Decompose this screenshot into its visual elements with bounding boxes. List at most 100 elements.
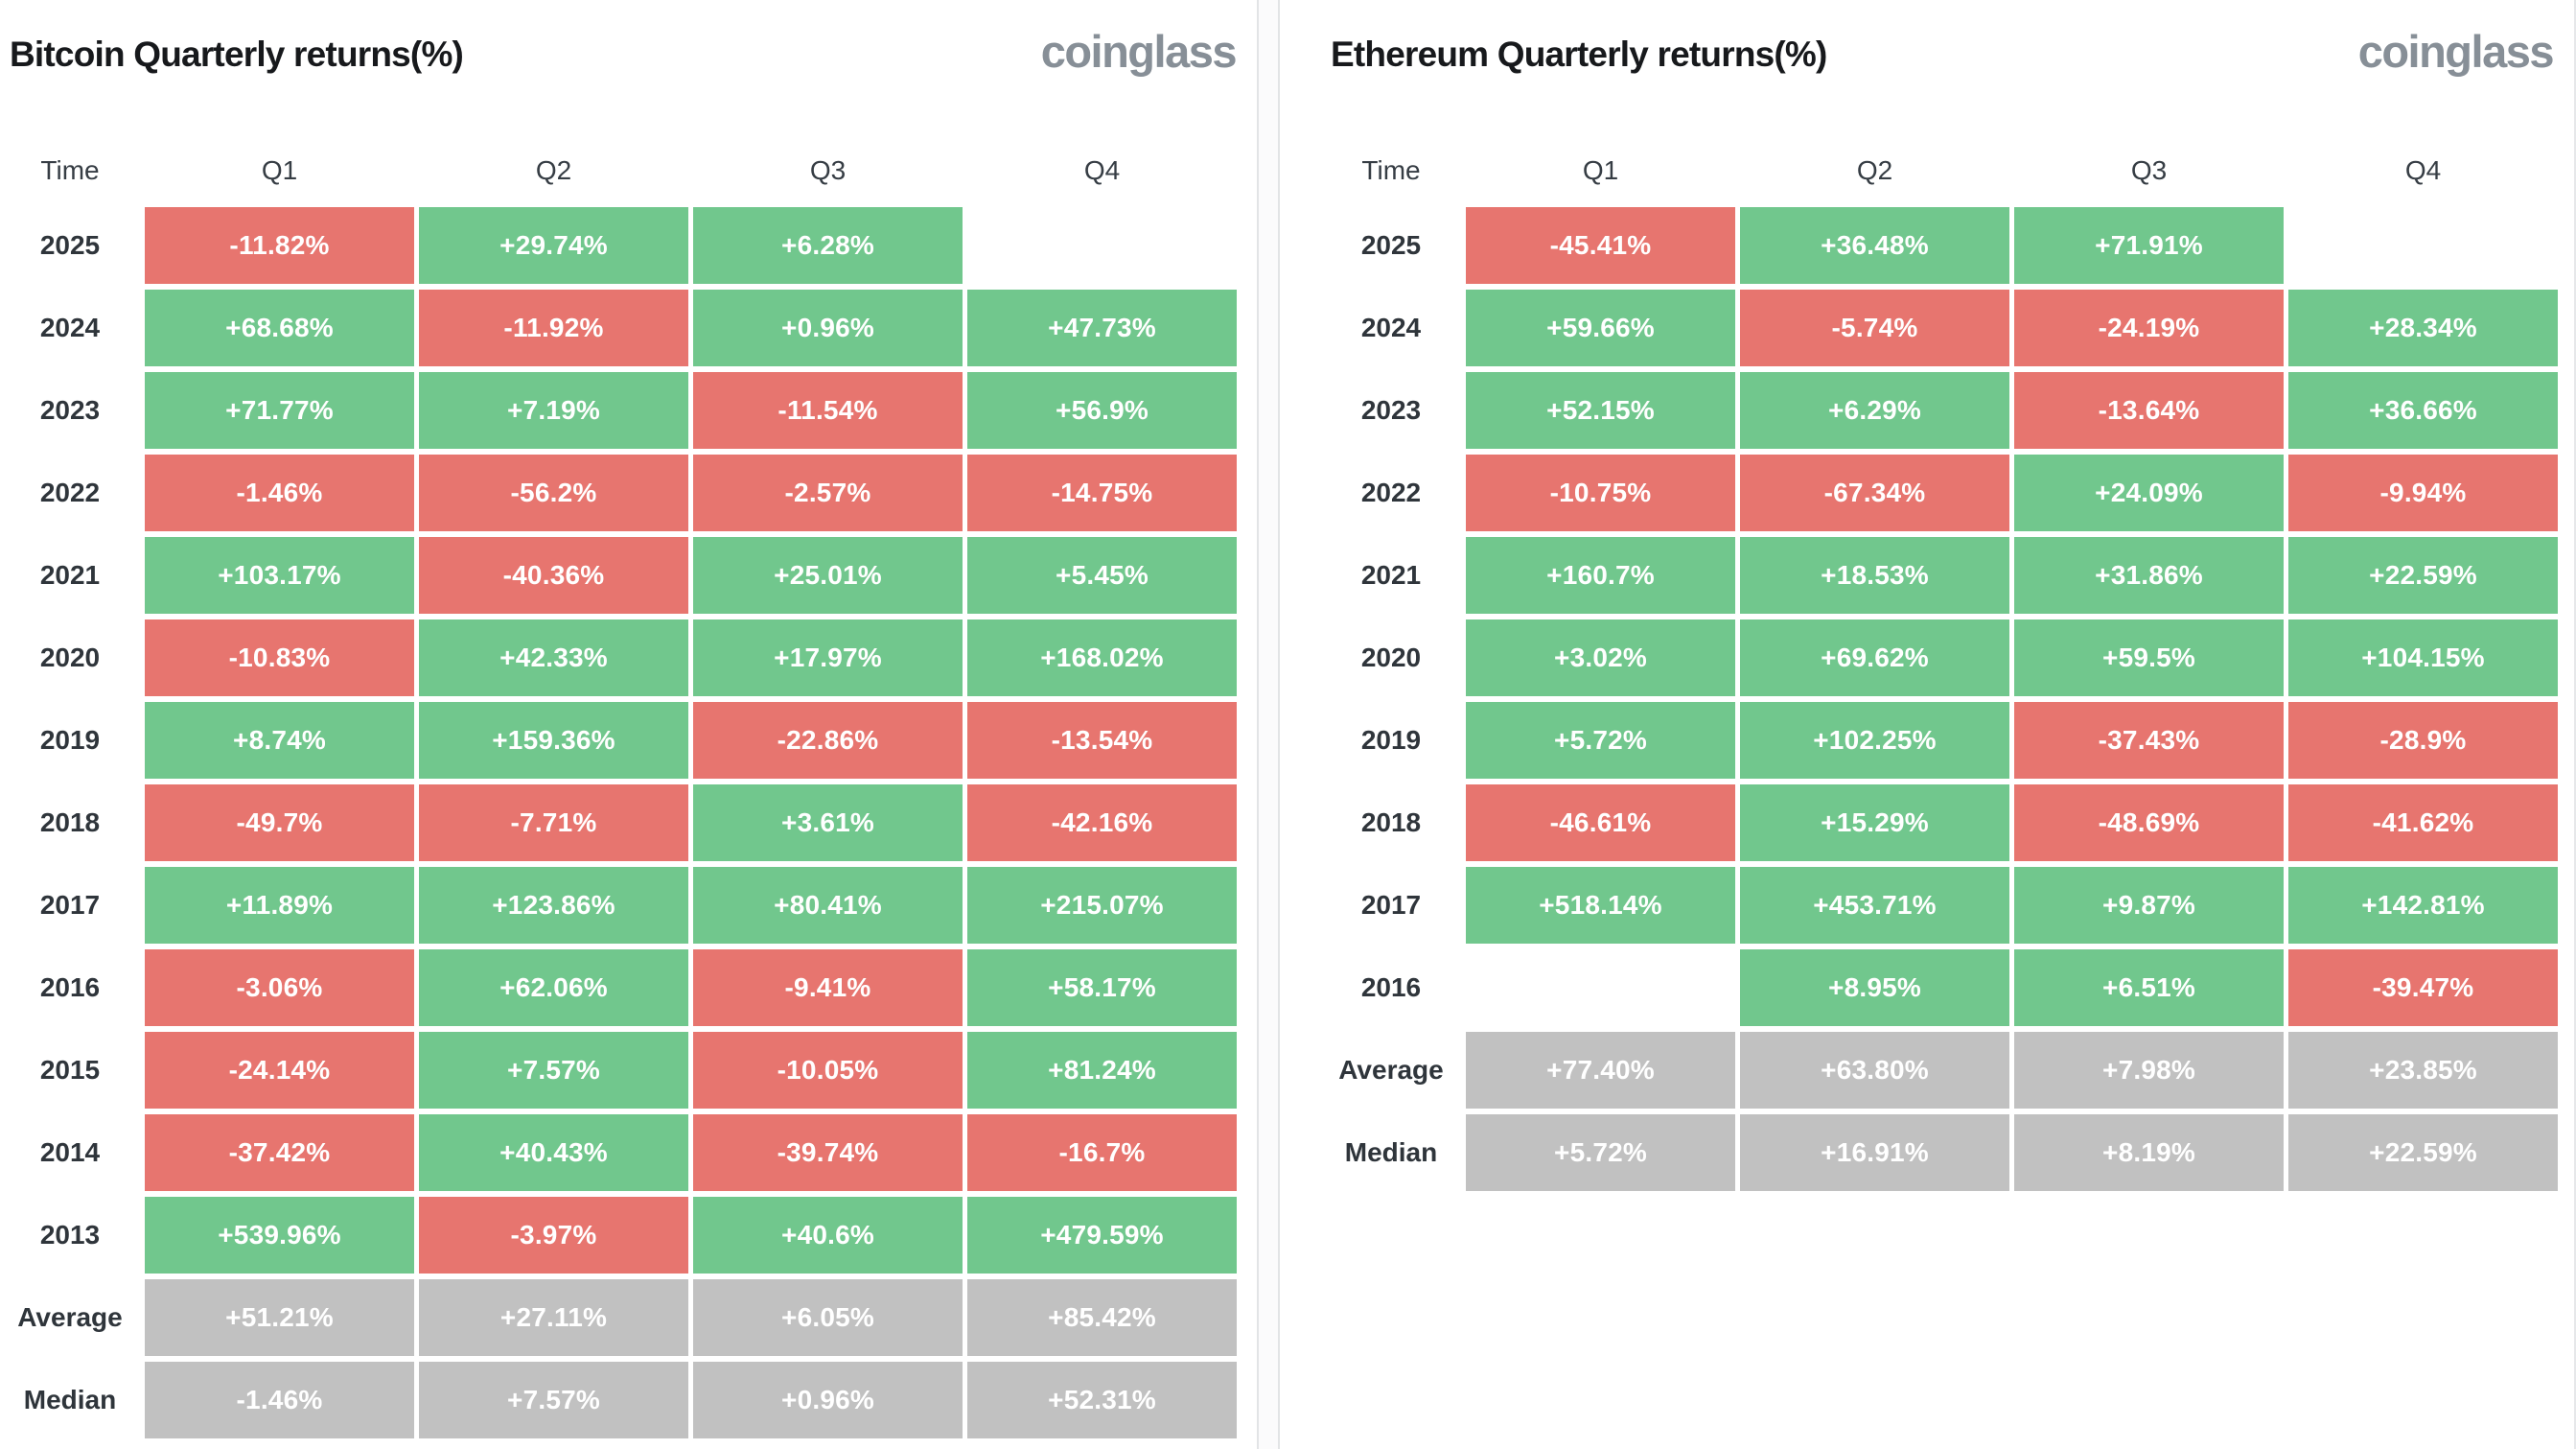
value-cell: -24.19% (2014, 290, 2284, 366)
value-cell: +5.45% (967, 537, 1237, 614)
row-label: 2023 (39, 395, 101, 425)
value-cell: -67.34% (1740, 455, 2009, 531)
value-cell: +22.59% (2288, 1114, 2558, 1191)
value-cell: +80.41% (693, 867, 963, 944)
column-header-q4: Q4 (2404, 155, 2442, 185)
value-cell: -11.92% (419, 290, 688, 366)
value-cell: -45.41% (1466, 207, 1735, 284)
value-cell: -3.06% (145, 949, 414, 1026)
value-cell: -11.54% (693, 372, 963, 449)
coinglass-logo: coinglass (1040, 26, 1238, 77)
bitcoin-column-headers: Time Q1 Q2 Q3 Q4 (0, 134, 1257, 207)
value-cell: +31.86% (2014, 537, 2284, 614)
value-cell: +85.42% (967, 1279, 1237, 1356)
value-cell: -37.43% (2014, 702, 2284, 779)
column-header-q3: Q3 (2130, 155, 2168, 185)
value-cell: -10.75% (1466, 455, 1735, 531)
value-cell: +58.17% (967, 949, 1237, 1026)
value-cell: +159.36% (419, 702, 688, 779)
bitcoin-panel-header: Bitcoin Quarterly returns(%) coinglass (0, 0, 1257, 134)
value-cell: +3.02% (1466, 619, 1735, 696)
value-cell: +27.11% (419, 1279, 688, 1356)
value-cell: -9.41% (693, 949, 963, 1026)
value-cell: +7.57% (419, 1032, 688, 1109)
row-label: 2017 (1360, 890, 1422, 920)
row-label: 2021 (1360, 560, 1422, 590)
value-cell (2288, 207, 2558, 284)
column-header-q2: Q2 (535, 155, 572, 185)
value-cell: +15.29% (1740, 784, 2009, 861)
column-header-q1: Q1 (1582, 155, 1619, 185)
value-cell: +6.05% (693, 1279, 963, 1356)
value-cell: -37.42% (145, 1114, 414, 1191)
value-cell: +8.19% (2014, 1114, 2284, 1191)
value-cell: -9.94% (2288, 455, 2558, 531)
value-cell: -39.74% (693, 1114, 963, 1191)
value-cell: +56.9% (967, 372, 1237, 449)
value-cell: -10.83% (145, 619, 414, 696)
row-label: 2019 (1360, 725, 1422, 755)
value-cell: +3.61% (693, 784, 963, 861)
column-header-q2: Q2 (1856, 155, 1893, 185)
row-label: 2013 (39, 1220, 101, 1250)
table-row: 2017 +518.14% +453.71% +9.87% +142.81% (1321, 867, 2574, 944)
row-label: 2024 (39, 313, 101, 342)
value-cell: +36.48% (1740, 207, 2009, 284)
table-row: 2025 -11.82% +29.74% +6.28% (0, 207, 1257, 284)
bitcoin-returns-panel: Bitcoin Quarterly returns(%) coinglass T… (0, 0, 1257, 1449)
value-cell: +47.73% (967, 290, 1237, 366)
table-row: 2021 +160.7% +18.53% +31.86% +22.59% (1321, 537, 2574, 614)
value-cell: -28.9% (2288, 702, 2558, 779)
table-row: 2023 +52.15% +6.29% -13.64% +36.66% (1321, 372, 2574, 449)
table-row: 2022 -1.46% -56.2% -2.57% -14.75% (0, 455, 1257, 531)
value-cell: +62.06% (419, 949, 688, 1026)
row-label: 2018 (1360, 807, 1422, 837)
table-row: 2015 -24.14% +7.57% -10.05% +81.24% (0, 1032, 1257, 1109)
row-label: 2016 (1360, 972, 1422, 1002)
column-header-q3: Q3 (809, 155, 847, 185)
value-cell: +24.09% (2014, 455, 2284, 531)
value-cell: -14.75% (967, 455, 1237, 531)
value-cell: +104.15% (2288, 619, 2558, 696)
table-row: 2022 -10.75% -67.34% +24.09% -9.94% (1321, 455, 2574, 531)
value-cell: -1.46% (145, 455, 414, 531)
row-label: 2014 (39, 1137, 101, 1167)
value-cell: +0.96% (693, 1362, 963, 1438)
table-row: Median -1.46% +7.57% +0.96% +52.31% (0, 1362, 1257, 1438)
value-cell: -41.62% (2288, 784, 2558, 861)
table-row: Average +51.21% +27.11% +6.05% +85.42% (0, 1279, 1257, 1356)
column-header-time: Time (1361, 155, 1421, 185)
value-cell: +8.95% (1740, 949, 2009, 1026)
row-label: 2022 (39, 478, 101, 507)
ethereum-returns-panel: Ethereum Quarterly returns(%) coinglass … (1280, 0, 2576, 1449)
row-label: Average (17, 1302, 123, 1332)
value-cell: -49.7% (145, 784, 414, 861)
row-label: 2018 (39, 807, 101, 837)
row-label: 2025 (39, 230, 101, 260)
value-cell: +7.98% (2014, 1032, 2284, 1109)
column-header-q4: Q4 (1083, 155, 1121, 185)
table-row: 2020 -10.83% +42.33% +17.97% +168.02% (0, 619, 1257, 696)
value-cell: -16.7% (967, 1114, 1237, 1191)
value-cell: +77.40% (1466, 1032, 1735, 1109)
value-cell: +52.15% (1466, 372, 1735, 449)
value-cell: +168.02% (967, 619, 1237, 696)
row-label: 2021 (39, 560, 101, 590)
value-cell: -13.54% (967, 702, 1237, 779)
value-cell: +6.28% (693, 207, 963, 284)
ethereum-panel-title: Ethereum Quarterly returns(%) (1331, 35, 1827, 74)
value-cell: +59.5% (2014, 619, 2284, 696)
row-label: 2023 (1360, 395, 1422, 425)
row-label: 2025 (1360, 230, 1422, 260)
table-row: 2016 +8.95% +6.51% -39.47% (1321, 949, 2574, 1026)
value-cell: +71.91% (2014, 207, 2284, 284)
table-row: 2013 +539.96% -3.97% +40.6% +479.59% (0, 1197, 1257, 1274)
value-cell: -7.71% (419, 784, 688, 861)
value-cell: +5.72% (1466, 702, 1735, 779)
table-row: Median +5.72% +16.91% +8.19% +22.59% (1321, 1114, 2574, 1191)
row-label: 2019 (39, 725, 101, 755)
value-cell: -24.14% (145, 1032, 414, 1109)
value-cell: +52.31% (967, 1362, 1237, 1438)
value-cell: +479.59% (967, 1197, 1237, 1274)
